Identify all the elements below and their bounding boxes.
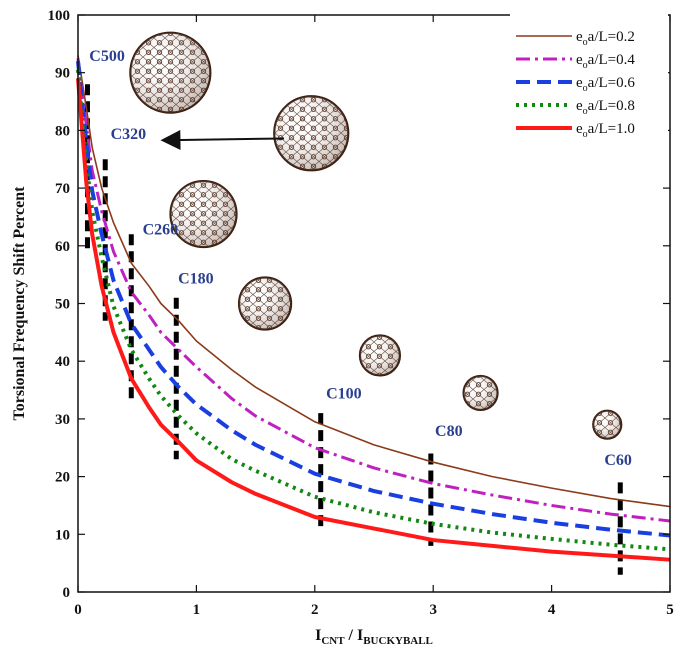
x-axis-title-main: I (315, 627, 321, 644)
y-tick-label: 50 (55, 297, 70, 313)
x-axis-title: ICNT / IBUCKYBALL (315, 627, 433, 647)
legend-label-part: a/L=0.8 (588, 98, 635, 114)
marker-label-c180: C180 (178, 270, 214, 287)
legend-box (510, 12, 668, 135)
x-tick-label: 0 (74, 602, 82, 618)
series-line-3 (76, 60, 671, 538)
legend-label-part: a/L=1.0 (588, 121, 635, 137)
legend-label-part: a/L=0.6 (588, 75, 636, 91)
x-axis-title-sep: / I (345, 627, 364, 644)
marker-label-c320: C320 (111, 126, 147, 143)
legend-label-2: eoa/L=0.4 (576, 52, 635, 71)
y-tick-label: 80 (55, 123, 70, 139)
y-tick-label: 70 (55, 181, 70, 197)
legend: eoa/L=0.2eoa/L=0.4eoa/L=0.6eoa/L=0.8eoa/… (510, 12, 668, 140)
buckyball-shade-c80 (463, 375, 498, 410)
x-tick-label: 4 (548, 602, 556, 618)
legend-label-1: eoa/L=0.2 (576, 29, 635, 48)
marker-lines (84, 84, 623, 575)
x-tick-label: 3 (429, 602, 437, 618)
y-tick-label: 10 (55, 527, 70, 543)
legend-items: eoa/L=0.2eoa/L=0.4eoa/L=0.6eoa/L=0.8eoa/… (516, 29, 635, 140)
legend-label-subscript: o (583, 37, 588, 48)
legend-label-subscript: o (583, 60, 588, 71)
legend-label-part: e (576, 98, 583, 114)
x-tick-label: 1 (193, 602, 201, 618)
legend-label-subscript: o (583, 106, 588, 117)
legend-label-5: eoa/L=1.0 (576, 121, 635, 140)
legend-label-part: a/L=0.4 (588, 52, 636, 68)
marker-label-c260: C260 (143, 221, 179, 238)
marker-label-c100: C100 (326, 386, 362, 403)
series-line-4 (76, 69, 671, 552)
buckyball-shade-c320 (274, 96, 349, 171)
marker-label-c80: C80 (435, 423, 463, 440)
y-tick-label: 30 (55, 412, 70, 428)
series-line-1 (77, 55, 671, 508)
legend-label-part: e (576, 121, 583, 137)
legend-label-subscript: o (583, 83, 588, 94)
y-tick-label: 20 (55, 470, 70, 486)
buckyball-shade-c60 (593, 410, 622, 439)
y-tick-label: 90 (55, 66, 70, 82)
x-tick-label: 2 (311, 602, 319, 618)
y-tick-label: 100 (48, 8, 71, 24)
x-axis-title-sub2: BUCKYBALL (363, 635, 433, 647)
series-lines (76, 55, 671, 562)
buckyball-shade-c100 (359, 335, 400, 376)
legend-label-part: e (576, 52, 583, 68)
y-tick-label: 0 (63, 585, 71, 601)
buckyball-images (129, 31, 623, 440)
buckyball-shade-c260 (170, 181, 237, 248)
marker-label-c500: C500 (89, 48, 125, 65)
buckyball-shade-c180 (239, 277, 292, 330)
y-tick-label: 40 (55, 354, 70, 370)
y-axis-title: Torsional Frequency Shift Percent (11, 186, 28, 421)
buckyball-shade-c500 (130, 32, 211, 113)
marker-labels: C500 C320 C260 C180 C100 C80 C60 (89, 48, 632, 469)
c320-arrow (160, 129, 285, 150)
x-axis-title-sub1: CNT (321, 635, 345, 647)
series-line-2 (76, 58, 671, 523)
legend-label-part: e (576, 29, 583, 45)
marker-label-c60: C60 (604, 452, 632, 469)
y-tick-label: 60 (55, 239, 70, 255)
series-line-5 (76, 78, 671, 562)
legend-label-3: eoa/L=0.6 (576, 75, 635, 94)
x-tick-label: 5 (666, 602, 674, 618)
legend-label-part: a/L=0.2 (588, 29, 635, 45)
legend-label-part: e (576, 75, 583, 91)
legend-label-subscript: o (583, 129, 588, 140)
legend-label-4: eoa/L=0.8 (576, 98, 635, 117)
